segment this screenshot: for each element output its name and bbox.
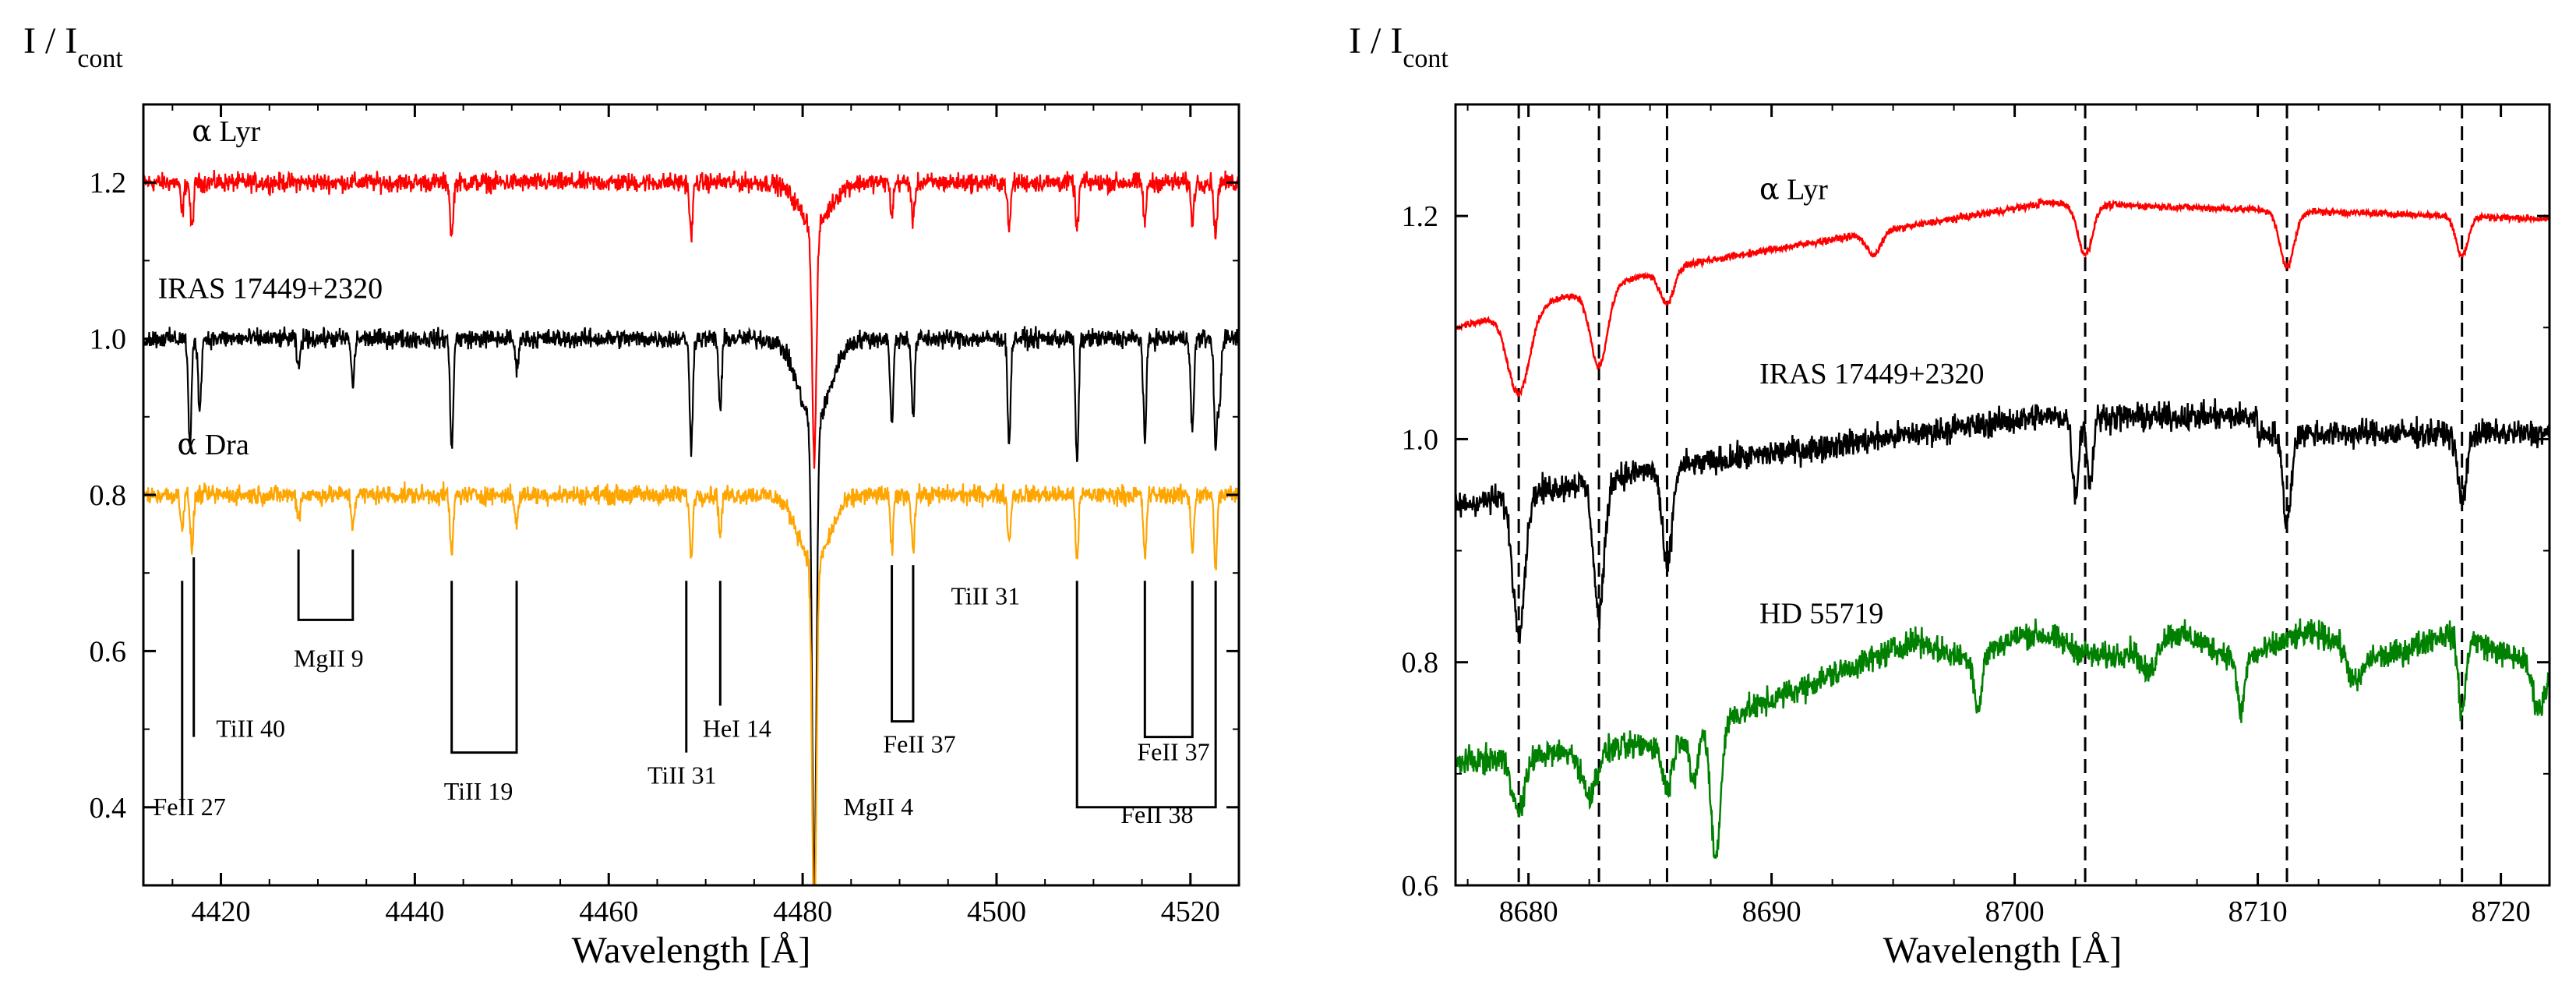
line-id-bracket <box>1075 581 1217 809</box>
left-series-label-3-text: Dra <box>197 429 249 461</box>
right-x-axis-title: Wavelength [Å] <box>1883 930 2123 971</box>
left-series-label-2: IRAS 17449+2320 <box>158 272 383 305</box>
left-y-tick-label: 1.0 <box>90 323 127 356</box>
line-id-label: FeII 38 <box>1120 800 1193 828</box>
line-id-label: TiII 40 <box>216 715 285 743</box>
right-series-label-1: α Lyr <box>1759 172 1828 207</box>
right-axes: 8680 8690 8700 8710 8720 0.6 0.8 1.0 1.2 <box>1402 104 2550 928</box>
line-id-5: TiII 31 <box>648 581 717 789</box>
left-x-tick-label: 4500 <box>967 895 1026 928</box>
line-id-4: TiII 19 <box>444 581 518 805</box>
left-x-tick-label: 4520 <box>1161 895 1220 928</box>
line-id-label: MgII 9 <box>294 644 364 672</box>
line-id-10: FeII 37 <box>1137 581 1210 766</box>
left-series-line-3 <box>143 481 1239 885</box>
left-chart-panel: I / Icont α Lyr IRAS 17449+2320 α Dra FeII … <box>23 20 1240 971</box>
line-id-label: FeII 27 <box>153 793 225 821</box>
line-id-2: TiII 40 <box>192 557 285 743</box>
left-series-line-2 <box>143 326 1239 885</box>
right-y-axis-title: I / Icont <box>1349 20 1449 73</box>
line-id-label: HeI 14 <box>703 715 771 743</box>
line-id-label: FeII 37 <box>1137 738 1209 766</box>
left-x-tick-label: 4460 <box>579 895 638 928</box>
left-x-tick-label: 4440 <box>385 895 444 928</box>
right-y-axis-title-sub: cont <box>1403 44 1449 73</box>
right-series-label-1-symbol: α <box>1759 172 1780 207</box>
right-series-label-3: HD 55719 <box>1759 598 1883 630</box>
left-series-label-1-text: Lyr <box>212 115 261 148</box>
left-y-tick-label: 0.6 <box>90 635 127 668</box>
line-id-6: HeI 14 <box>703 581 771 743</box>
left-series-label-1: α Lyr <box>192 114 260 148</box>
left-y-axis-title-main: I / I <box>23 20 77 62</box>
left-x-tick-label: 4480 <box>773 895 832 928</box>
line-id-label: TiII 31 <box>951 581 1020 609</box>
left-y-tick-label: 1.2 <box>90 167 127 200</box>
right-y-tick-label: 0.8 <box>1402 647 1439 680</box>
right-chart-panel: I / Icont α Lyr IRAS 17449+2320 HD 55719 8… <box>1349 20 2551 971</box>
line-id-11: FeII 38 <box>1075 581 1217 828</box>
line-id-8: FeII 37 <box>883 565 956 758</box>
right-series-label-2: IRAS 17449+2320 <box>1759 358 1985 390</box>
left-y-axis-title-sub: cont <box>77 44 123 73</box>
right-plot-data: α Lyr IRAS 17449+2320 HD 55719 <box>1456 104 2550 885</box>
line-id-9: TiII 31 <box>951 581 1020 609</box>
left-series-label-1-symbol: α <box>192 114 212 148</box>
right-x-tick-label: 8690 <box>1742 895 1801 928</box>
right-x-tick-label: 8680 <box>1499 895 1558 928</box>
left-y-tick-label: 0.8 <box>90 479 127 512</box>
line-id-label: TiII 19 <box>444 777 513 805</box>
left-y-tick-label: 0.4 <box>90 792 127 825</box>
line-id-label: FeII 37 <box>883 730 955 758</box>
line-id-1: FeII 27 <box>153 581 226 821</box>
line-id-bracket <box>297 549 355 621</box>
right-series-label-1-text: Lyr <box>1780 174 1829 207</box>
right-x-tick-label: 8710 <box>2228 895 2288 928</box>
right-series-line-1 <box>1456 196 2550 397</box>
left-axes: 4420 4440 4460 4480 4500 4520 0.4 0.6 0.8 1.0 1.2 <box>90 104 1240 928</box>
right-y-tick-label: 0.6 <box>1402 870 1439 902</box>
left-plot-data: α Lyr IRAS 17449+2320 α Dra FeII 27 TiII 40 M… <box>143 114 1239 885</box>
right-x-tick-label: 8720 <box>2472 895 2531 928</box>
left-series-label-3: α Dra <box>178 427 249 461</box>
right-series-line-2 <box>1456 398 2550 644</box>
right-series-line-3 <box>1456 618 2550 859</box>
right-y-tick-label: 1.2 <box>1402 200 1439 233</box>
left-series-label-3-symbol: α <box>178 427 198 461</box>
line-id-bracket <box>891 565 915 723</box>
line-id-3: MgII 9 <box>294 549 364 672</box>
left-series-line-1 <box>143 170 1239 469</box>
line-id-bracket <box>450 581 518 754</box>
line-id-label: MgII 4 <box>843 793 913 821</box>
right-x-tick-label: 8700 <box>1985 895 2045 928</box>
left-x-axis-title: Wavelength [Å] <box>572 930 811 971</box>
right-plot-frame <box>1454 103 2551 887</box>
line-id-bracket <box>1143 581 1194 739</box>
right-y-axis-title-main: I / I <box>1349 20 1403 62</box>
right-y-tick-label: 1.0 <box>1402 423 1439 456</box>
left-x-tick-label: 4420 <box>192 895 251 928</box>
line-id-7: MgII 4 <box>843 793 913 821</box>
line-id-label: TiII 31 <box>648 761 717 789</box>
left-y-axis-title: I / Icont <box>23 20 123 73</box>
